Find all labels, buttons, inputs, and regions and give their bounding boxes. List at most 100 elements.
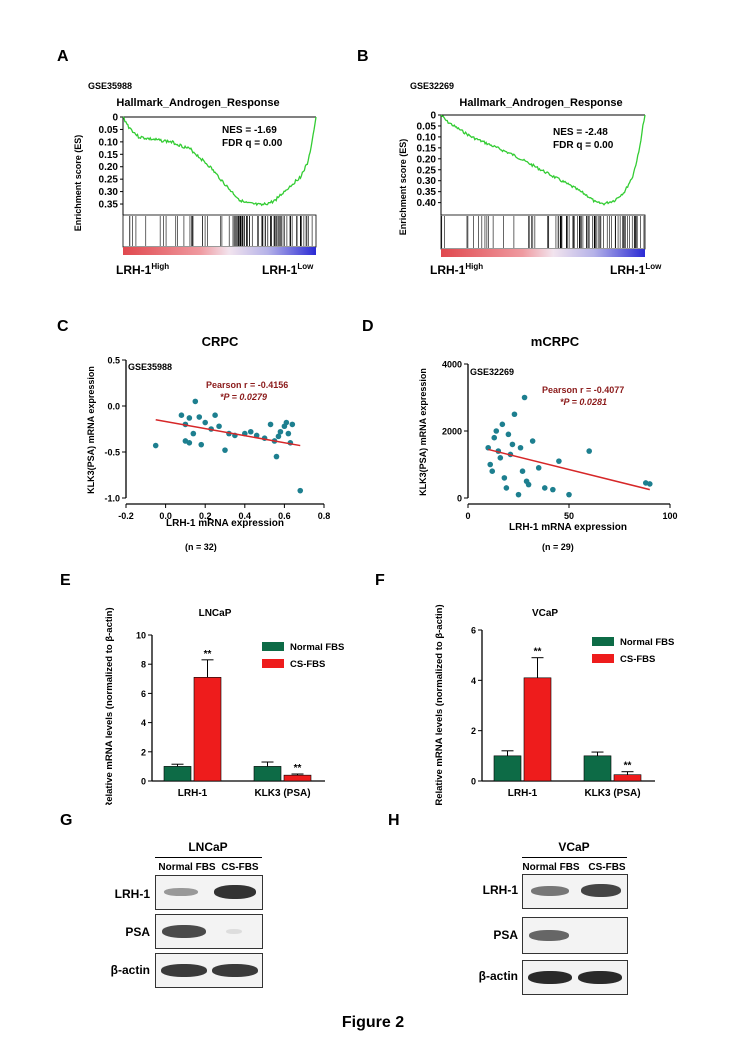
- band: [212, 964, 258, 977]
- data-point: [152, 442, 159, 449]
- category-label: KLK3 (PSA): [254, 788, 310, 799]
- legend: Normal FBS CS-FBS: [592, 637, 674, 665]
- blot-cell-line: LNCaP: [188, 840, 228, 854]
- y-tick-label: 0: [430, 111, 436, 122]
- axes: 0 50 100 4000 2000 0: [442, 360, 678, 522]
- data-point: [491, 434, 498, 441]
- y-axis-label: Relative mRNA levels (normalized to β-ac…: [104, 607, 115, 805]
- panel-label-g: G: [60, 812, 73, 829]
- pearson-r: Pearson r = -0.4156: [206, 380, 288, 390]
- data-point: [519, 468, 526, 474]
- legend-swatch: [592, 637, 614, 646]
- data-point: [222, 447, 228, 453]
- y-tick-label: 0.15: [99, 150, 119, 161]
- panel-label-b: B: [357, 48, 369, 65]
- rank-gradient-bar: [441, 249, 645, 257]
- panel-label-c: C: [57, 318, 69, 335]
- band: [214, 885, 256, 899]
- plot-title: Hallmark_Androgen_Response: [116, 97, 279, 109]
- y-tick-label: 0.10: [99, 137, 119, 148]
- significance-mark: **: [294, 763, 302, 774]
- y-tick-label: 4: [471, 676, 476, 686]
- y-tick-label: 0.0: [107, 402, 120, 412]
- data-point: [499, 421, 506, 428]
- data-point: [503, 485, 510, 491]
- significance-mark: **: [624, 761, 632, 772]
- category-label: KLK3 (PSA): [584, 788, 640, 799]
- x-tick-label: 0.0: [159, 511, 172, 521]
- blot-col-cs: CS-FBS: [221, 862, 259, 873]
- x-tick-label: 50: [564, 511, 574, 521]
- data-point: [192, 398, 199, 405]
- band: [531, 886, 569, 896]
- data-point: [196, 414, 203, 420]
- significance-mark: **: [534, 647, 542, 658]
- lrh1-high-label: LRH-1High: [116, 262, 170, 277]
- blot-col-normal: Normal FBS: [522, 862, 580, 873]
- data-point: [521, 394, 528, 401]
- figure-title: Figure 2: [341, 1014, 405, 1031]
- dataset-label: GSE35988: [128, 362, 172, 372]
- data-point: [285, 430, 292, 437]
- data-point: [550, 486, 556, 493]
- data-point: [186, 415, 193, 421]
- nes-value: NES = -1.69: [222, 125, 277, 136]
- y-axis-label: KLK3(PSA) mRNA expression: [418, 368, 428, 496]
- y-tick-label: 8: [141, 660, 146, 670]
- blot-actin: [522, 960, 628, 995]
- sample-size: (n = 32): [185, 542, 217, 552]
- legend-swatch: [592, 654, 614, 663]
- x-tick-label: 0.8: [318, 511, 331, 521]
- p-value: *P = 0.0279: [220, 392, 267, 402]
- bars: ** LRH-1 ** KLK3 (PSA): [163, 649, 312, 799]
- blot-row-lrh1: LRH-1: [482, 883, 518, 897]
- y-tick-label: 6: [141, 689, 146, 699]
- y-tick-label: 0.30: [99, 187, 119, 198]
- blot-row-psa: PSA: [493, 928, 518, 942]
- data-point: [198, 441, 205, 448]
- category-label: LRH-1: [508, 788, 538, 799]
- gsea-plot-b: GSE32269 Hallmark_Androgen_Response Enri…: [398, 81, 646, 257]
- legend-label: Normal FBS: [620, 637, 674, 648]
- band: [578, 971, 622, 984]
- blot-psa: [522, 917, 628, 954]
- band: [162, 925, 206, 938]
- band: [528, 971, 572, 984]
- sample-size: (n = 29): [542, 542, 574, 552]
- y-tick-label: 0.20: [99, 162, 119, 173]
- bars: ** LRH-1 ** KLK3 (PSA): [493, 647, 642, 799]
- y-tick-label: 0: [471, 777, 476, 787]
- data-point: [190, 430, 197, 437]
- data-point: [586, 448, 592, 454]
- hit-panel: [440, 214, 646, 250]
- plot-title: LNCaP: [199, 608, 232, 619]
- blot-row-psa: PSA: [125, 925, 150, 939]
- y-tick-label: 10: [136, 631, 146, 641]
- blot-lrh1: [522, 874, 628, 909]
- y-axis-label: Enrichment score (ES): [398, 139, 408, 236]
- legend: Normal FBS CS-FBS: [262, 642, 344, 670]
- data-points: [152, 398, 304, 494]
- x-tick-label: 0: [465, 511, 470, 521]
- y-tick-label: 0.25: [417, 165, 437, 176]
- fdr-value: FDR q = 0.00: [222, 138, 283, 149]
- band: [529, 930, 569, 941]
- data-point: [566, 491, 572, 498]
- y-tick-label: 2: [471, 726, 476, 736]
- regression-line: [488, 448, 650, 491]
- data-point: [556, 458, 562, 464]
- y-tick-label: 2000: [442, 427, 462, 437]
- bar-chart-e: LNCaP Relative mRNA levels (normalized t…: [104, 607, 344, 805]
- data-point: [289, 421, 296, 428]
- regression-line: [155, 419, 301, 447]
- y-tick-label: 0.20: [417, 154, 437, 165]
- x-axis-label: LRH-1 mRNA expression: [166, 518, 284, 529]
- data-point: [277, 428, 284, 435]
- data-point: [517, 444, 524, 451]
- y-tick-label: 0.10: [417, 132, 437, 143]
- band: [581, 884, 621, 897]
- blot-lrh1: [155, 875, 263, 910]
- legend-swatch: [262, 659, 284, 668]
- gene-hit-lines: [441, 216, 645, 248]
- data-point: [493, 428, 500, 434]
